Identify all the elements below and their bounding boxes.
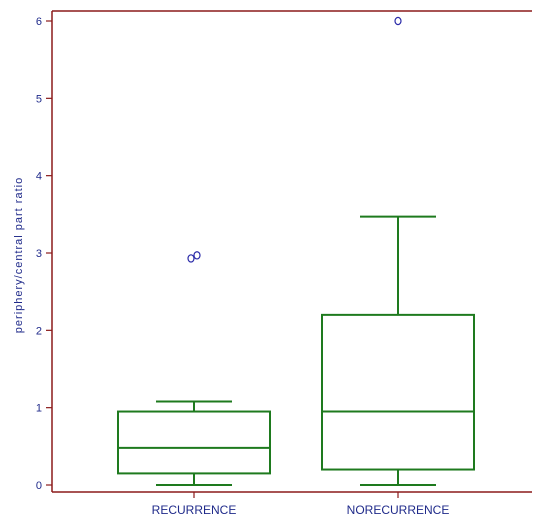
outlier-point: [394, 16, 402, 26]
y-tick-label: 5: [36, 93, 42, 105]
y-axis-title: periphery/central part ratio: [13, 177, 25, 333]
x-tick-label: NORECURRENCE: [347, 503, 450, 517]
box-series: [117, 16, 475, 486]
y-tick-label: 2: [36, 325, 42, 337]
outlier-point: [187, 254, 195, 263]
x-tick-label: RECURRENCE: [152, 503, 237, 517]
box-iqr: [321, 313, 475, 471]
box-iqr: [117, 410, 271, 475]
y-axis: 0 1 2 3 4 5 6: [36, 16, 52, 492]
y-tick-label: 4: [36, 171, 42, 183]
y-tick-label: 3: [36, 248, 42, 260]
y-tick-label: 6: [36, 16, 42, 28]
box-norecurrence: [321, 16, 475, 486]
y-tick-label: 0: [36, 480, 42, 492]
outlier-point: [193, 251, 201, 260]
y-tick-label: 1: [36, 403, 42, 415]
box-recurrence: [117, 251, 271, 486]
x-axis: RECURRENCE NORECURRENCE: [152, 492, 450, 517]
plot-frame: [51, 10, 532, 493]
